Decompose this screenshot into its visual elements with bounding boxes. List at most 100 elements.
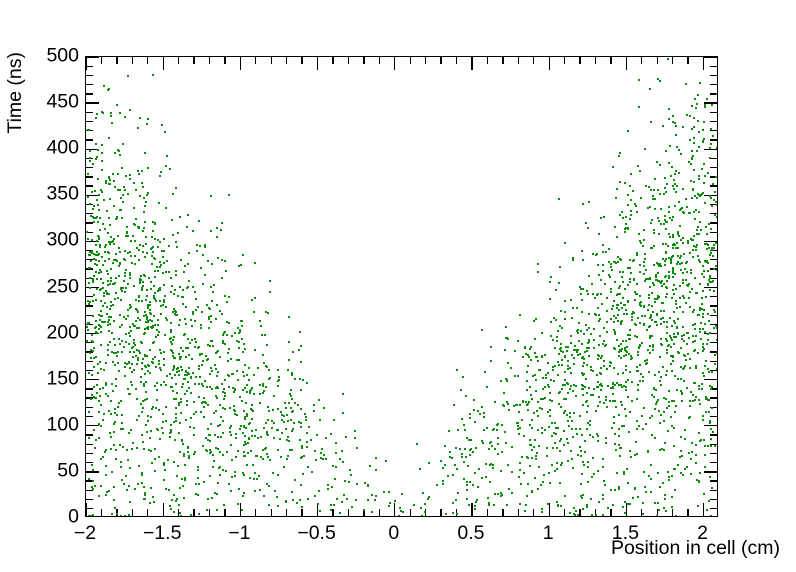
scatter-point bbox=[639, 240, 642, 243]
scatter-point bbox=[673, 284, 676, 287]
scatter-point bbox=[206, 439, 209, 442]
scatter-point bbox=[149, 416, 152, 419]
scatter-point bbox=[252, 410, 255, 413]
x-axis-tick bbox=[687, 509, 689, 516]
scatter-point bbox=[581, 387, 584, 390]
scatter-point bbox=[248, 423, 251, 426]
scatter-point bbox=[134, 388, 137, 391]
scatter-point bbox=[187, 353, 190, 356]
scatter-point bbox=[581, 250, 584, 253]
x-axis-tick bbox=[224, 57, 226, 64]
scatter-point bbox=[633, 453, 636, 456]
scatter-point bbox=[146, 306, 149, 309]
scatter-point bbox=[694, 364, 697, 367]
scatter-point bbox=[341, 500, 344, 503]
scatter-point bbox=[596, 358, 599, 361]
scatter-point bbox=[660, 310, 663, 313]
y-axis-tick bbox=[86, 443, 93, 445]
scatter-point bbox=[292, 350, 295, 353]
scatter-point bbox=[87, 329, 90, 332]
scatter-point bbox=[149, 487, 152, 490]
y-axis-tick bbox=[710, 498, 717, 501]
scatter-point bbox=[187, 286, 190, 289]
scatter-point bbox=[183, 455, 186, 458]
scatter-point bbox=[676, 318, 679, 321]
scatter-point bbox=[147, 449, 150, 452]
scatter-point bbox=[111, 303, 114, 306]
scatter-point bbox=[108, 252, 111, 255]
scatter-point bbox=[119, 251, 122, 254]
scatter-point bbox=[681, 262, 684, 265]
y-axis-tick bbox=[86, 498, 93, 501]
scatter-point bbox=[217, 466, 220, 469]
scatter-point bbox=[99, 457, 102, 460]
scatter-point bbox=[146, 194, 148, 197]
scatter-point bbox=[205, 402, 208, 405]
scatter-point bbox=[477, 409, 480, 412]
scatter-point bbox=[557, 504, 560, 507]
scatter-point bbox=[529, 444, 532, 446]
scatter-point bbox=[692, 382, 695, 385]
scatter-point bbox=[170, 507, 173, 510]
scatter-point bbox=[662, 449, 665, 452]
scatter-point bbox=[456, 369, 459, 372]
scatter-point bbox=[640, 301, 643, 304]
scatter-point bbox=[621, 307, 624, 310]
scatter-point bbox=[487, 448, 490, 451]
scatter-point bbox=[626, 267, 629, 270]
scatter-point bbox=[706, 339, 709, 342]
scatter-point bbox=[598, 383, 601, 386]
scatter-point bbox=[128, 272, 131, 275]
scatter-point bbox=[109, 431, 112, 434]
x-axis-tick bbox=[239, 57, 242, 70]
scatter-point bbox=[94, 217, 97, 220]
scatter-point bbox=[216, 370, 219, 373]
scatter-point bbox=[644, 486, 647, 489]
scatter-point bbox=[648, 351, 651, 354]
scatter-point bbox=[184, 393, 187, 396]
scatter-point bbox=[669, 217, 672, 220]
scatter-point bbox=[654, 408, 657, 411]
scatter-point bbox=[514, 350, 517, 353]
scatter-point bbox=[120, 197, 123, 200]
scatter-point bbox=[619, 181, 622, 184]
scatter-point bbox=[299, 421, 302, 424]
scatter-point bbox=[300, 344, 303, 347]
scatter-point bbox=[451, 511, 454, 514]
scatter-point bbox=[651, 304, 653, 307]
scatter-point bbox=[634, 203, 637, 206]
scatter-point bbox=[186, 404, 189, 407]
scatter-point bbox=[580, 497, 583, 500]
scatter-point bbox=[656, 294, 659, 297]
scatter-point bbox=[698, 260, 701, 263]
scatter-point bbox=[576, 307, 579, 310]
scatter-point bbox=[626, 502, 629, 505]
scatter-point bbox=[216, 351, 219, 354]
scatter-point bbox=[318, 418, 321, 421]
scatter-point bbox=[125, 287, 128, 290]
y-axis-tick bbox=[86, 462, 93, 464]
x-axis-tick bbox=[409, 509, 411, 516]
scatter-point bbox=[669, 258, 672, 261]
x-axis-tick bbox=[625, 57, 627, 70]
scatter-point bbox=[597, 380, 600, 383]
scatter-point bbox=[622, 385, 625, 388]
y-axis-tick bbox=[86, 203, 93, 206]
scatter-point bbox=[536, 452, 539, 455]
scatter-point bbox=[689, 291, 692, 294]
scatter-point bbox=[614, 197, 617, 200]
scatter-point bbox=[584, 385, 587, 388]
scatter-point bbox=[694, 277, 697, 280]
scatter-point bbox=[549, 334, 552, 337]
scatter-point bbox=[165, 317, 168, 320]
scatter-point bbox=[649, 477, 652, 480]
scatter-point bbox=[611, 427, 614, 430]
scatter-point bbox=[654, 278, 657, 281]
scatter-point bbox=[161, 427, 164, 430]
scatter-point bbox=[194, 411, 197, 414]
scatter-point bbox=[598, 344, 601, 347]
scatter-point bbox=[650, 463, 653, 466]
scatter-point bbox=[696, 479, 699, 482]
scatter-point bbox=[697, 131, 700, 134]
scatter-point bbox=[162, 381, 165, 384]
